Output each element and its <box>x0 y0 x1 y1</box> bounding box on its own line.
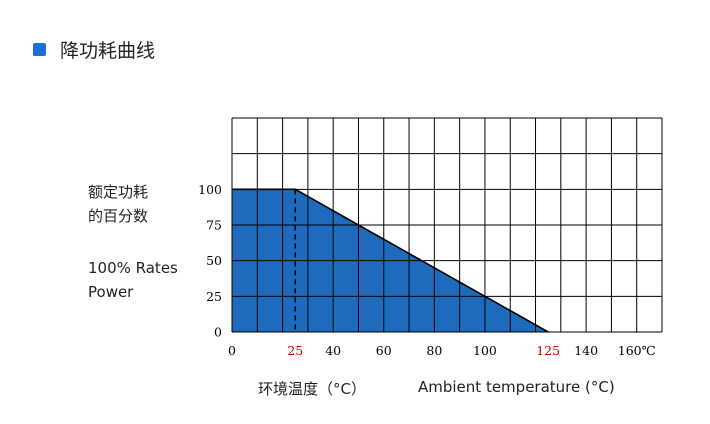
x-tick-label: 125 <box>536 343 560 358</box>
y-tick-label: 0 <box>214 325 222 340</box>
x-tick-label: 80 <box>426 343 442 358</box>
section-title: 降功耗曲线 <box>60 39 156 62</box>
x-tick-label: 60 <box>376 343 392 358</box>
y-axis-label-cn-line2: 的百分数 <box>88 207 149 225</box>
square-bullet-icon <box>33 42 46 56</box>
y-axis-label-cn: 额定功耗 的百分数 <box>88 180 148 228</box>
section-header: 降功耗曲线 <box>33 36 155 62</box>
y-tick-label: 25 <box>206 289 222 304</box>
x-axis-label-en: Ambient temperature (°C) <box>418 378 615 396</box>
y-axis-label-cn-line1: 额定功耗 <box>88 183 149 201</box>
x-tick-label: 100 <box>473 343 497 358</box>
y-tick-label: 50 <box>206 253 222 268</box>
x-tick-label: 0 <box>228 343 236 358</box>
x-tick-label: 160℃ <box>618 343 656 358</box>
y-tick-label: 100 <box>198 182 222 197</box>
y-tick-label: 75 <box>206 218 222 233</box>
x-tick-label: 40 <box>325 343 341 358</box>
x-tick-label: 140 <box>574 343 598 358</box>
y-axis-label-en: 100% Rates Power <box>88 256 178 304</box>
y-axis-label-en-line2: Power <box>88 283 134 301</box>
x-tick-label: 25 <box>287 343 303 358</box>
x-axis-label-cn: 环境温度（°C） <box>258 380 366 398</box>
y-axis-label-en-line1: 100% Rates <box>88 259 178 277</box>
